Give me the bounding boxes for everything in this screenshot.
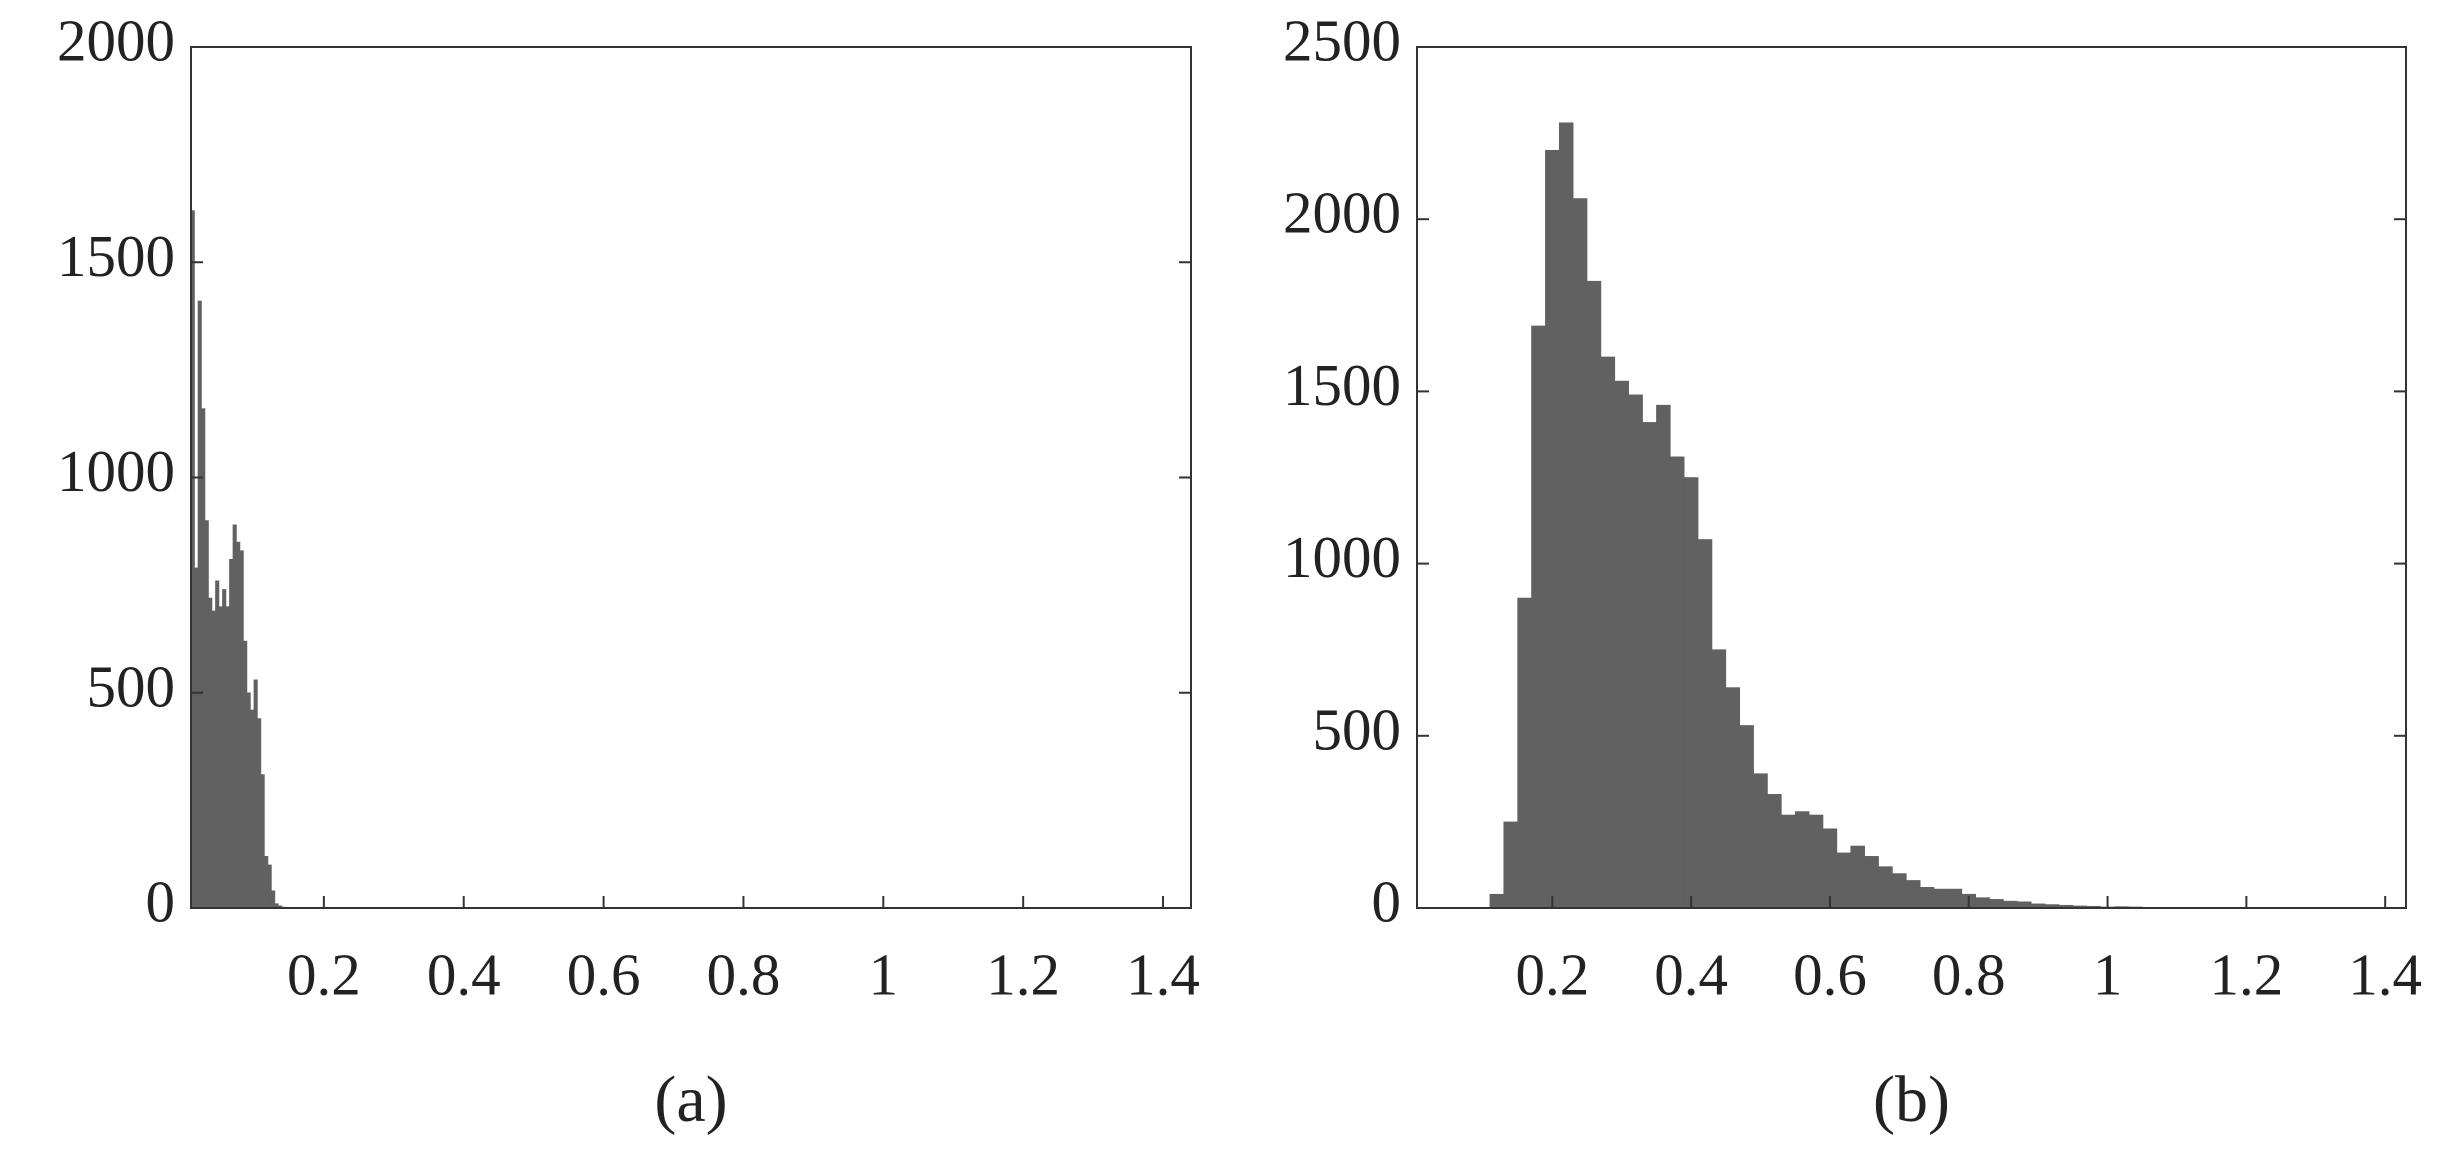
histogram-bar bbox=[215, 580, 220, 909]
histogram-bar bbox=[1725, 687, 1741, 909]
y-tick-label: 500 bbox=[87, 653, 176, 719]
histogram-bar bbox=[1531, 325, 1546, 909]
histogram-bar bbox=[1989, 899, 2004, 909]
histogram-bar bbox=[1517, 597, 1532, 909]
y-tick-label: 1500 bbox=[57, 223, 175, 289]
histogram-bar bbox=[243, 640, 248, 909]
histogram-bar bbox=[1975, 897, 1990, 909]
x-tick-label: 0.4 bbox=[1654, 942, 1728, 1008]
x-tick-label: 0.8 bbox=[1932, 942, 2006, 1008]
histogram-bar bbox=[1503, 821, 1518, 909]
histogram-bar bbox=[1892, 873, 1907, 909]
histogram-bar bbox=[1683, 477, 1699, 909]
histogram-bar bbox=[257, 718, 262, 909]
panel-label: (b) bbox=[1873, 1063, 1950, 1136]
histogram-bar bbox=[253, 679, 258, 909]
histogram-bar bbox=[204, 520, 209, 909]
histogram-bar bbox=[1767, 794, 1782, 909]
x-tick-label: 0.2 bbox=[1515, 942, 1589, 1008]
y-tick-label: 1000 bbox=[1283, 524, 1401, 590]
histogram-bar bbox=[264, 856, 269, 909]
axes-frame bbox=[1416, 46, 2407, 909]
x-tick-label: 1.2 bbox=[2209, 942, 2283, 1008]
histogram-bar bbox=[246, 692, 251, 909]
histogram-bar bbox=[201, 408, 206, 909]
histogram-bar bbox=[1586, 280, 1602, 909]
histogram-bar bbox=[225, 606, 230, 909]
histogram-bar bbox=[1697, 539, 1713, 909]
histogram-bar bbox=[1753, 773, 1768, 909]
histogram-bar bbox=[1545, 150, 1560, 909]
histogram-bar bbox=[1864, 856, 1879, 909]
histogram-bar bbox=[1642, 422, 1657, 909]
y-tick-label: 0 bbox=[1372, 869, 1402, 935]
histogram-bar bbox=[1489, 893, 1505, 909]
x-tick-label: 1.4 bbox=[1126, 942, 1200, 1008]
y-tick-label: 2500 bbox=[1283, 8, 1401, 74]
histogram-bar bbox=[1919, 887, 1935, 909]
histogram-bar bbox=[218, 606, 223, 909]
histogram-bar bbox=[194, 567, 199, 909]
x-tick-label: 0.6 bbox=[1793, 942, 1867, 1008]
histogram-bar bbox=[1711, 649, 1727, 909]
histogram-bar bbox=[1614, 380, 1629, 909]
histogram-bar bbox=[1572, 198, 1588, 909]
histogram-bar bbox=[1558, 122, 1574, 909]
x-tick-label: 1 bbox=[2093, 942, 2123, 1008]
histogram-bar bbox=[208, 597, 213, 909]
histogram-bar bbox=[1850, 845, 1865, 909]
x-tick-label: 0.4 bbox=[427, 942, 501, 1008]
histogram-bar bbox=[1947, 888, 1963, 909]
histogram-bar bbox=[260, 774, 265, 909]
histogram-bar bbox=[2003, 900, 2018, 909]
histogram-bar bbox=[1628, 394, 1643, 909]
histogram-bar bbox=[229, 558, 234, 909]
y-tick-label: 2000 bbox=[1283, 180, 1401, 246]
histogram-bar bbox=[1794, 811, 1810, 909]
y-tick-label: 0 bbox=[146, 869, 176, 935]
histogram-bar bbox=[1933, 888, 1949, 909]
x-tick-label: 0.2 bbox=[287, 942, 361, 1008]
y-tick-label: 1000 bbox=[57, 438, 175, 504]
y-tick-label: 1500 bbox=[1283, 352, 1401, 418]
x-tick-label: 0.8 bbox=[707, 942, 781, 1008]
histogram-bar bbox=[1739, 725, 1754, 909]
panel-label: (a) bbox=[654, 1063, 727, 1136]
histogram-bar bbox=[267, 864, 272, 909]
histogram-bar bbox=[1878, 866, 1893, 909]
x-tick-label: 1 bbox=[869, 942, 899, 1008]
histogram-bar bbox=[1600, 356, 1616, 909]
axes-frame bbox=[190, 46, 1192, 909]
histogram-bar bbox=[222, 589, 227, 909]
histogram-bar bbox=[1905, 880, 1921, 909]
histogram-bar bbox=[1836, 852, 1852, 909]
x-tick-label: 0.6 bbox=[567, 942, 641, 1008]
histogram-bar bbox=[1808, 814, 1824, 909]
histogram-bar bbox=[236, 541, 241, 909]
y-tick-label: 500 bbox=[1313, 696, 1402, 762]
histogram-bar bbox=[197, 300, 202, 909]
histogram-bar bbox=[232, 524, 237, 909]
histogram-bar bbox=[1656, 404, 1671, 909]
y-tick-label: 2000 bbox=[57, 8, 175, 74]
histogram-bar bbox=[1670, 456, 1685, 909]
histogram-bar bbox=[271, 890, 276, 909]
x-tick-label: 1.4 bbox=[2348, 942, 2422, 1008]
x-tick-label: 1.2 bbox=[986, 942, 1060, 1008]
histogram-bar bbox=[211, 610, 216, 909]
histogram-bar bbox=[1781, 814, 1796, 909]
histogram-bar bbox=[239, 550, 244, 909]
histogram-bar bbox=[250, 709, 255, 909]
